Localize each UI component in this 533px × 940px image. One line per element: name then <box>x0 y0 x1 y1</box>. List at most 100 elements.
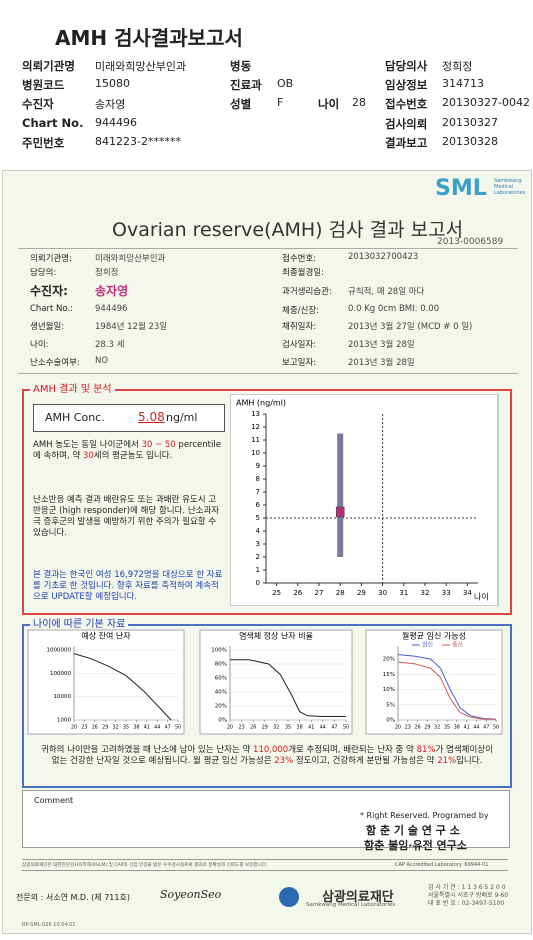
field-label: 검사의뢰 <box>385 117 428 131</box>
report-number: 2013-0006589 <box>437 237 504 247</box>
y-tick-label: 1000 <box>57 718 71 724</box>
field-label: 결과보고 <box>385 136 428 150</box>
x-tick-label: 35 <box>444 725 450 731</box>
y-tick-label: 10000 <box>54 694 72 700</box>
x-tick-label: 26 <box>92 725 98 731</box>
info-label: 난소수술여부: <box>30 358 80 368</box>
text: percentile에 속하며, 약 <box>33 440 221 461</box>
x-tick-label: 29 <box>262 725 268 731</box>
x-tick-label: 41 <box>308 725 314 731</box>
y-tick-label: 20% <box>383 657 395 663</box>
logo-sub-line: Samkwang <box>494 178 522 184</box>
y-tick-label: 10 <box>251 449 260 457</box>
x-tick-label: 30 <box>378 589 387 597</box>
comment-label: Comment <box>34 796 74 805</box>
y-tick-label: 0% <box>386 718 395 724</box>
info-value: 송자영 <box>95 284 129 298</box>
field-label: Chart No. <box>22 116 84 130</box>
mini-title: 예상 잔여 난자 <box>81 631 131 641</box>
x-tick-label: 47 <box>483 725 489 731</box>
y-tick-label: 100% <box>211 648 227 654</box>
report-title: Ovarian reserve(AMH) 검사 결과 보고서 <box>112 219 464 241</box>
y-tick-label: 60% <box>215 676 227 682</box>
x-tick-label: 44 <box>473 725 479 731</box>
field-value: 28 <box>352 96 366 109</box>
info-value: 미래와희망산부인과 <box>95 254 166 264</box>
y-tick-label: 13 <box>251 410 260 418</box>
x-tick-label: 34 <box>463 589 472 597</box>
field-value: 20130327 <box>442 116 498 129</box>
field-label: 임상정보 <box>385 78 428 92</box>
y-tick-label: 3 <box>256 540 260 548</box>
x-tick-label: 35 <box>123 725 129 731</box>
legend-label: 출산 <box>452 641 464 649</box>
text: 30 ~ 50 <box>141 440 176 450</box>
field-label: 진료과 <box>230 78 262 92</box>
logo-sub: Samkwang Medical Laboratories <box>494 178 525 196</box>
conc-value: 5.08 <box>138 410 165 424</box>
footer-cap: CAP Accredited Laboratory. 69944-01 <box>395 862 489 868</box>
x-tick-label: 44 <box>154 725 160 731</box>
x-tick-label: 41 <box>144 725 150 731</box>
info-value: 2013년 3월 28일 <box>348 358 415 368</box>
legend-label: 임신 <box>422 641 433 649</box>
x-tick-label: 33 <box>442 589 451 597</box>
info-label: 접수번호: <box>282 254 317 264</box>
range-bar <box>337 433 344 557</box>
y-tick-label: 5% <box>386 702 395 708</box>
mini-title: 염색체 정상 난자 비율 <box>239 631 313 641</box>
info-value: 944496 <box>95 304 128 314</box>
field-value: 정희정 <box>442 60 473 73</box>
mini-frame <box>27 629 185 735</box>
y-tick-label: 1 <box>256 566 260 574</box>
text: 가 염색체이상이 없는 건강한 난자일 것으로 예상됩니다. 월 평균 임신 가… <box>51 745 493 766</box>
text: 21% <box>437 756 457 766</box>
field-value: 15080 <box>95 77 130 90</box>
x-tick-label: 29 <box>424 725 430 731</box>
x-tick-label: 32 <box>113 725 119 731</box>
x-tick-label: 26 <box>293 589 302 597</box>
info-label: 최종월경일: <box>282 268 324 278</box>
x-tick-label: 50 <box>175 725 181 731</box>
text: 23% <box>274 756 294 766</box>
x-tick-label: 38 <box>454 725 460 731</box>
info-value: 28.3 세 <box>95 340 125 350</box>
y-tick-label: 40% <box>215 690 227 696</box>
x-tick-label: 44 <box>320 725 326 731</box>
x-tick-label: 47 <box>331 725 337 731</box>
x-tick-label: 38 <box>133 725 139 731</box>
field-value: F <box>277 96 284 109</box>
field-label: 성별 <box>230 97 252 111</box>
signature: SoyeonSeo <box>160 888 222 901</box>
info-label: 수진자: <box>30 284 68 298</box>
info-value: 규칙적, 매 28일 마다 <box>348 287 425 297</box>
info-box <box>18 248 518 374</box>
footer-note: 삼광의료재단은 대한진단검사의학회(KSLM) 및 CAP의 신임 인증을 받은… <box>22 863 268 868</box>
amh-section <box>22 389 512 615</box>
x-tick-label: 35 <box>285 725 291 731</box>
rule <box>22 859 508 860</box>
field-label: 접수번호 <box>385 97 428 111</box>
section-heading: AMH 결과 및 분석 <box>30 380 115 395</box>
x-tick-label: 38 <box>297 725 303 731</box>
x-tick-label: 29 <box>102 725 108 731</box>
org-en: Samkwang Medical Laboratories <box>306 902 396 908</box>
y-tick-label: 1000000 <box>47 648 72 654</box>
info-label: 검사일자: <box>282 340 317 350</box>
y-tick-label: 10% <box>383 687 395 693</box>
field-value: 20130328 <box>442 135 498 148</box>
logo-sub-line: Medical <box>494 184 514 190</box>
logo: SML <box>435 176 487 201</box>
info-label: 담당의: <box>30 268 57 278</box>
y-tick-label: 6 <box>256 501 261 509</box>
line-series <box>73 653 172 721</box>
x-tick-label: 32 <box>434 725 440 731</box>
info-value: 2013년 3월 28일 <box>348 340 415 350</box>
summary: 귀하의 나이만을 고려하였을 때 난소에 남아 있는 난자는 약 110,000… <box>36 745 498 767</box>
info-label: 과거생리습관: <box>282 287 332 297</box>
line-series <box>397 661 497 720</box>
section-heading: 나이에 따른 기본 자료 <box>30 615 129 630</box>
text: 정도이고, 건강하게 분만될 가능성은 약 <box>293 756 438 766</box>
